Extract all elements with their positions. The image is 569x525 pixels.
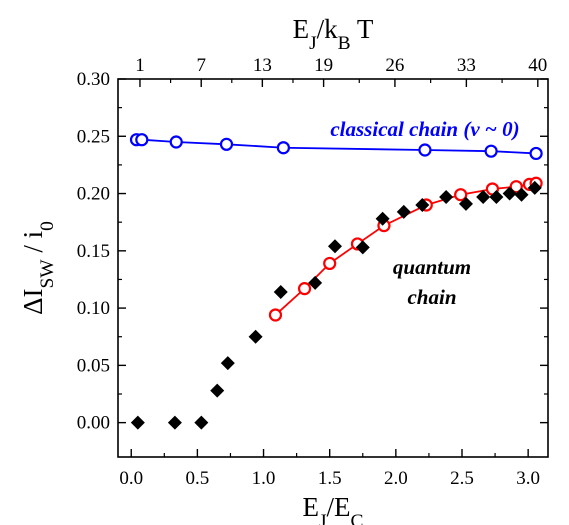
data-point-circle: [268, 308, 283, 322]
data-point-circle: [297, 282, 312, 296]
top-tick-label: 13: [253, 55, 272, 76]
data-point-diamond: [308, 275, 323, 290]
y-tick-label: 0.00: [77, 413, 110, 434]
data-point-diamond: [439, 189, 454, 204]
top-tick-label: 33: [457, 55, 476, 76]
data-point-diamond: [476, 189, 491, 204]
y-tick-label: 0.25: [77, 126, 110, 147]
ticks-group: 0.0 0.5 1.0 1.5 2.0 2.5 3.0 0.00 0.05 0.10 0.15 0.2…: [77, 55, 548, 489]
y-axis-title: ΔISW / i0: [18, 221, 58, 315]
data-point-circle: [323, 256, 337, 271]
top-tick-label: 19: [314, 55, 333, 76]
x-tick-label: 1.5: [318, 468, 342, 489]
classical-chain-annotation: classical chain (ν ~ 0): [330, 117, 519, 141]
quantum-chain-annotation-line1: quantum: [393, 255, 471, 279]
data-point-diamond: [396, 204, 411, 219]
data-point-diamond: [273, 285, 288, 300]
series-group: [129, 133, 543, 430]
y-tick-label: 0.20: [77, 184, 110, 205]
y-tick-label: 0.30: [77, 69, 110, 90]
data-point-diamond: [502, 186, 517, 201]
y-tick-label: 0.05: [77, 355, 110, 376]
data-point-circle: [219, 137, 234, 151]
quantum-chain-annotation-line2: chain: [407, 285, 456, 309]
data-point-circle: [169, 135, 183, 149]
x-tick-label: 3.0: [516, 468, 540, 489]
data-point-circle: [454, 188, 468, 202]
top-tick-label: 26: [385, 55, 404, 76]
labels-group: ΔISW / i0 EJ/EC EJ/kB T classical chain …: [18, 14, 520, 525]
data-point-diamond: [355, 240, 370, 255]
data-point-circle: [529, 146, 543, 161]
x-tick-label: 0.5: [186, 468, 210, 489]
data-point-diamond: [167, 415, 182, 430]
data-point-diamond: [327, 239, 342, 254]
top-tick-label: 1: [135, 55, 145, 76]
x-tick-label: 1.0: [252, 468, 276, 489]
data-point-diamond: [130, 415, 145, 430]
data-point-diamond: [458, 196, 473, 211]
top-tick-label: 7: [196, 55, 206, 76]
data-point-diamond: [527, 180, 542, 195]
x-tick-label: 2.0: [384, 468, 408, 489]
data-point-diamond: [514, 187, 529, 202]
y-tick-label: 0.15: [77, 241, 110, 262]
plot-frame-group: [117, 78, 549, 458]
plot-frame: [117, 78, 549, 458]
top-axis-title: EJ/kB T: [293, 14, 374, 54]
data-point-diamond: [194, 415, 209, 430]
x-tick-label: 0.0: [119, 468, 143, 489]
top-tick-label: 40: [528, 55, 547, 76]
series-line: [136, 138, 537, 155]
data-point-diamond: [210, 383, 225, 398]
data-point-circle: [509, 180, 523, 194]
x-axis-title: EJ/EC: [302, 492, 363, 525]
data-point-diamond: [415, 198, 430, 212]
data-point-diamond: [220, 356, 235, 371]
data-point-diamond: [248, 329, 263, 344]
data-point-diamond: [489, 189, 504, 204]
data-point-diamond: [375, 211, 390, 226]
data-point-circle: [135, 133, 149, 147]
data-point-circle: [484, 144, 498, 158]
y-tick-label: 0.10: [77, 298, 110, 319]
data-point-circle: [418, 143, 432, 157]
data-point-circle: [276, 141, 290, 155]
x-tick-label: 2.5: [450, 468, 474, 489]
